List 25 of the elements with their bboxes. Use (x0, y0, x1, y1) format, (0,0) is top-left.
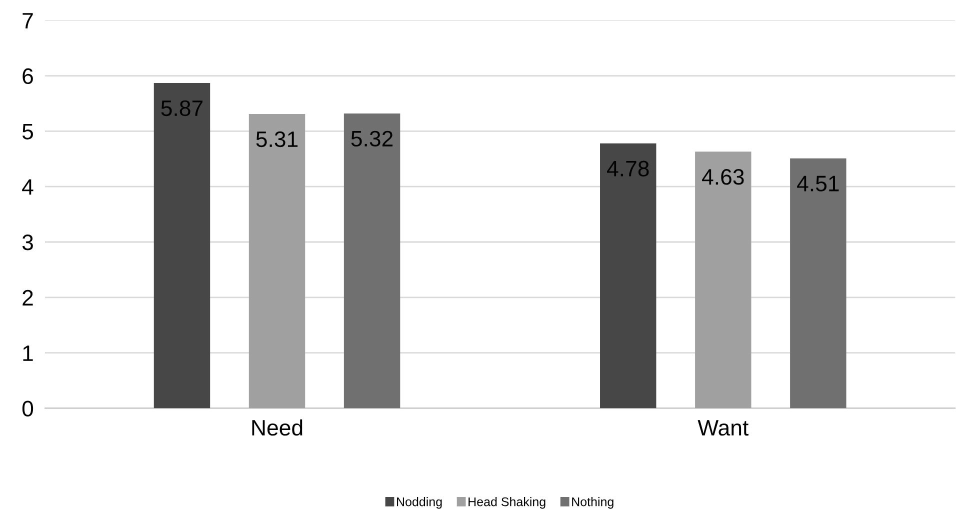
data-label: 4.63 (702, 169, 744, 185)
y-tick-label: 2 (22, 290, 33, 306)
bar (790, 158, 846, 408)
y-tick-label: 5 (22, 124, 33, 140)
y-tick-label: 6 (22, 68, 33, 84)
bar (600, 143, 656, 408)
y-tick-label: 0 (22, 400, 34, 416)
y-tick-label: 3 (22, 234, 33, 250)
data-label: 5.32 (351, 130, 393, 147)
legend-label: Nodding (397, 497, 442, 509)
bar (695, 152, 752, 408)
y-tick-label: 7 (22, 13, 33, 28)
legend-label: Nothing (572, 497, 614, 509)
data-label: 5.87 (161, 100, 202, 116)
legend-label: Head Shaking (468, 497, 546, 509)
x-tick-label: Want (698, 420, 748, 436)
y-tick-label: 4 (22, 179, 34, 195)
bar (248, 114, 306, 408)
data-label: 4.51 (797, 176, 839, 192)
data-label: 5.31 (256, 131, 298, 148)
data-label: 4.78 (607, 160, 649, 176)
y-tick-label: 1 (23, 346, 33, 361)
bar (344, 113, 400, 408)
x-tick-label: Need (252, 419, 302, 436)
bar (154, 82, 210, 408)
